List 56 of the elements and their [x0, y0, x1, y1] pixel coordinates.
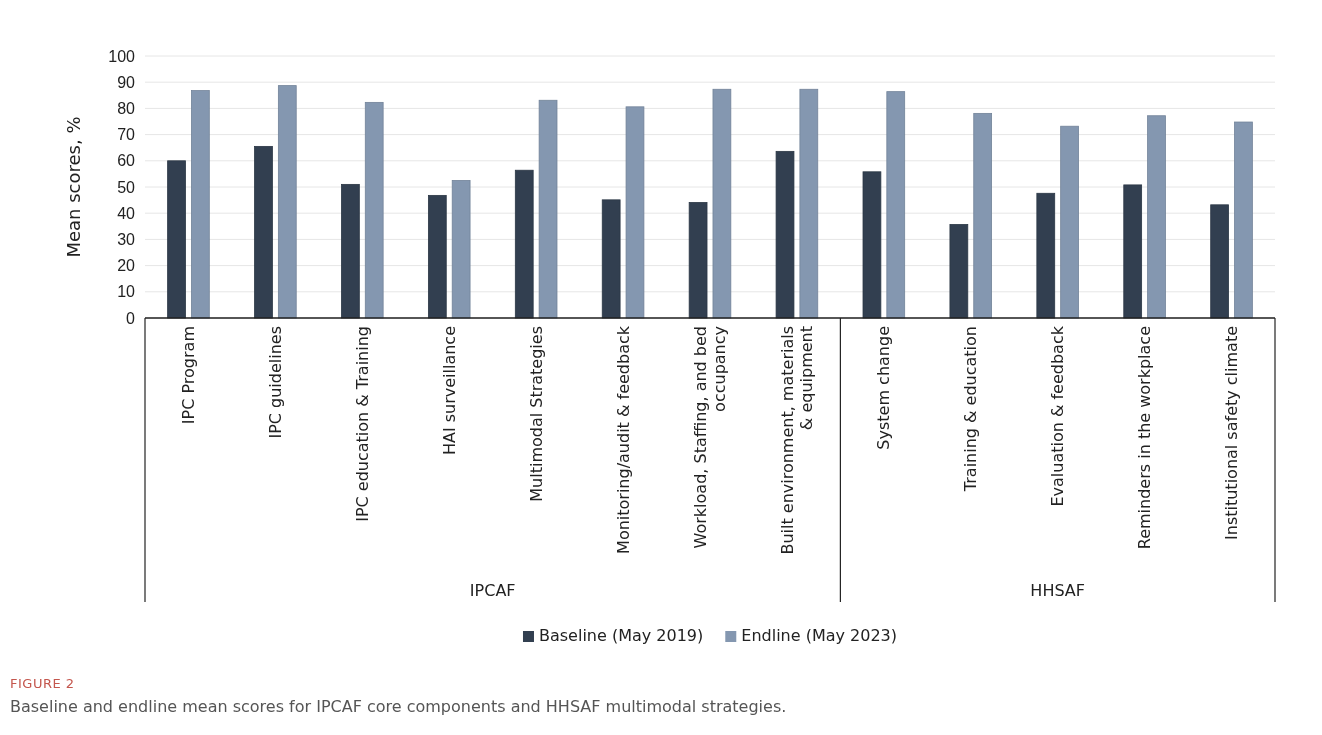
y-tick-label: 10 — [117, 283, 136, 301]
x-tick-label: IPC education & Training — [352, 326, 372, 522]
bar — [538, 99, 558, 319]
bar — [254, 145, 273, 319]
bar — [862, 171, 882, 319]
bar — [712, 88, 732, 319]
bar — [1210, 204, 1229, 319]
x-tick-label: HAI surveillance — [439, 326, 459, 456]
bar — [167, 160, 186, 319]
text: HHSAF — [1030, 581, 1086, 600]
bar — [973, 112, 993, 319]
x-tick-label: Training & education — [961, 326, 981, 493]
bar — [451, 180, 471, 319]
y-axis-title: Mean scores, % — [63, 116, 84, 258]
x-tick-label: Evaluation & feedback — [1048, 325, 1068, 507]
x-tick-label: IPC guidelines — [265, 326, 285, 439]
bar — [1060, 125, 1079, 319]
text: FIGURE 2 — [10, 676, 75, 691]
bar — [886, 91, 906, 319]
x-tick-label: Institutional safety climate — [1222, 326, 1242, 540]
bar — [341, 183, 360, 319]
legend-label: Endline (May 2023) — [741, 626, 898, 645]
bar — [1123, 184, 1143, 319]
text: Baseline and endline mean scores for IPCAF core components and HHSAF multimodal strategies. — [10, 697, 787, 716]
bar — [364, 101, 384, 319]
x-tick-label: Multimodal Strategies — [526, 326, 546, 502]
x-tick-label: IPC Program — [179, 326, 199, 425]
y-tick-label: 60 — [117, 152, 136, 170]
bar — [775, 150, 795, 319]
bar — [1147, 115, 1166, 319]
bar — [277, 85, 297, 319]
bar — [427, 194, 447, 319]
x-tick-label: Reminders in the workplace — [1135, 326, 1155, 550]
bar — [949, 224, 969, 319]
y-tick-label: 70 — [117, 126, 136, 144]
y-tick-label: 50 — [117, 178, 136, 196]
bar — [1036, 192, 1056, 319]
x-tick-label: Monitoring/audit & feedback — [613, 325, 633, 554]
bar — [191, 90, 210, 319]
text: IPCAF — [469, 581, 516, 600]
y-tick-label: 100 — [108, 47, 136, 65]
bar — [601, 199, 621, 319]
legend-label: Baseline (May 2019) — [538, 626, 704, 645]
bar — [688, 202, 708, 319]
bar — [799, 88, 819, 319]
y-tick-label: 0 — [126, 309, 136, 327]
x-tick-label: System change — [874, 326, 894, 450]
bar — [514, 169, 534, 319]
bar — [1234, 121, 1253, 319]
y-tick-label: 90 — [117, 73, 136, 91]
y-tick-label: 40 — [117, 204, 136, 222]
y-tick-label: 80 — [117, 100, 136, 118]
y-tick-label: 30 — [117, 231, 136, 249]
x-tick-label: Workload, Staffing, and bed occupancy — [691, 326, 730, 549]
bar — [625, 106, 645, 319]
y-tick-label: 20 — [117, 257, 136, 275]
